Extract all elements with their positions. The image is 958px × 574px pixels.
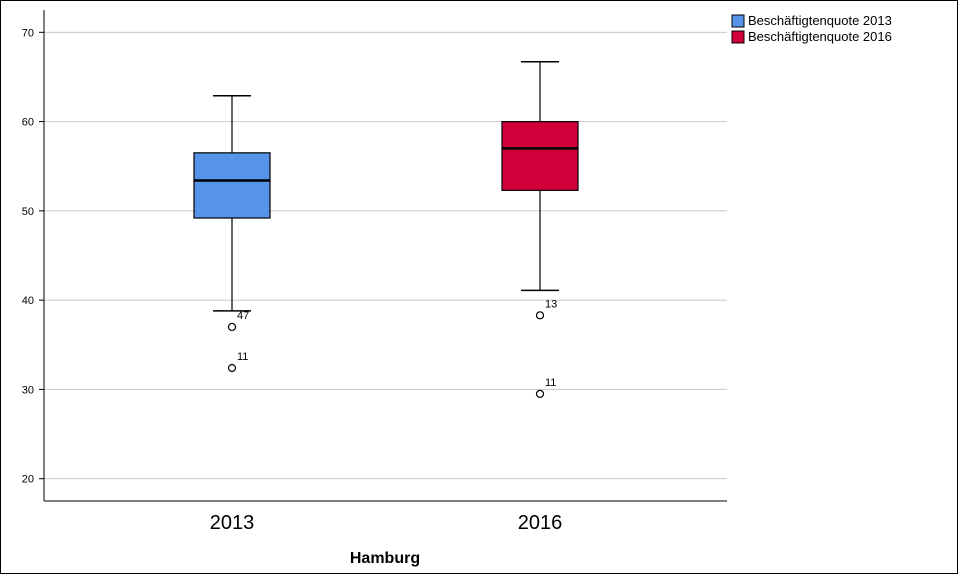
iqr-box	[501, 120, 579, 191]
y-tick-label-40: 40	[22, 295, 34, 307]
iqr-box	[193, 152, 271, 219]
y-tick-label-70: 70	[22, 27, 34, 39]
outlier-label: 11	[237, 351, 248, 363]
x-category-labels: 2013 2016	[210, 512, 563, 534]
x-axis-title: Hamburg	[350, 550, 420, 567]
axes	[43, 10, 727, 502]
y-tick-label-30: 30	[22, 384, 34, 396]
y-tick-label-20: 20	[22, 474, 34, 486]
outlier-point	[535, 311, 545, 320]
y-tick-label-50: 50	[22, 206, 34, 218]
y-tick-label-60: 60	[22, 117, 34, 129]
outlier-point	[227, 363, 237, 373]
outlier-point	[227, 322, 237, 332]
outlier-label: 11	[545, 377, 556, 389]
box-group-2013: 47 11	[193, 94, 271, 373]
x-category-label-2013: 2013	[210, 512, 255, 534]
legend-swatch-1	[731, 14, 745, 28]
legend: Beschäftigtenquote 2013Beschäftigtenquot…	[731, 13, 892, 44]
legend-label-1: Beschäftigtenquote 2013	[748, 13, 892, 28]
outlier-point	[535, 389, 545, 398]
box-series: 47 11 13 11	[193, 61, 579, 398]
outlier-label: 47	[237, 310, 249, 322]
legend-swatch-2	[731, 30, 745, 44]
box-group-2016: 13 11	[501, 61, 579, 398]
legend-label-2: Beschäftigtenquote 2016	[748, 29, 892, 44]
y-tick-labels: 20 30 40 50 60 70	[22, 27, 34, 485]
gridlines	[39, 31, 727, 480]
outlier-label: 13	[545, 298, 557, 310]
x-category-label-2016: 2016	[518, 512, 563, 534]
